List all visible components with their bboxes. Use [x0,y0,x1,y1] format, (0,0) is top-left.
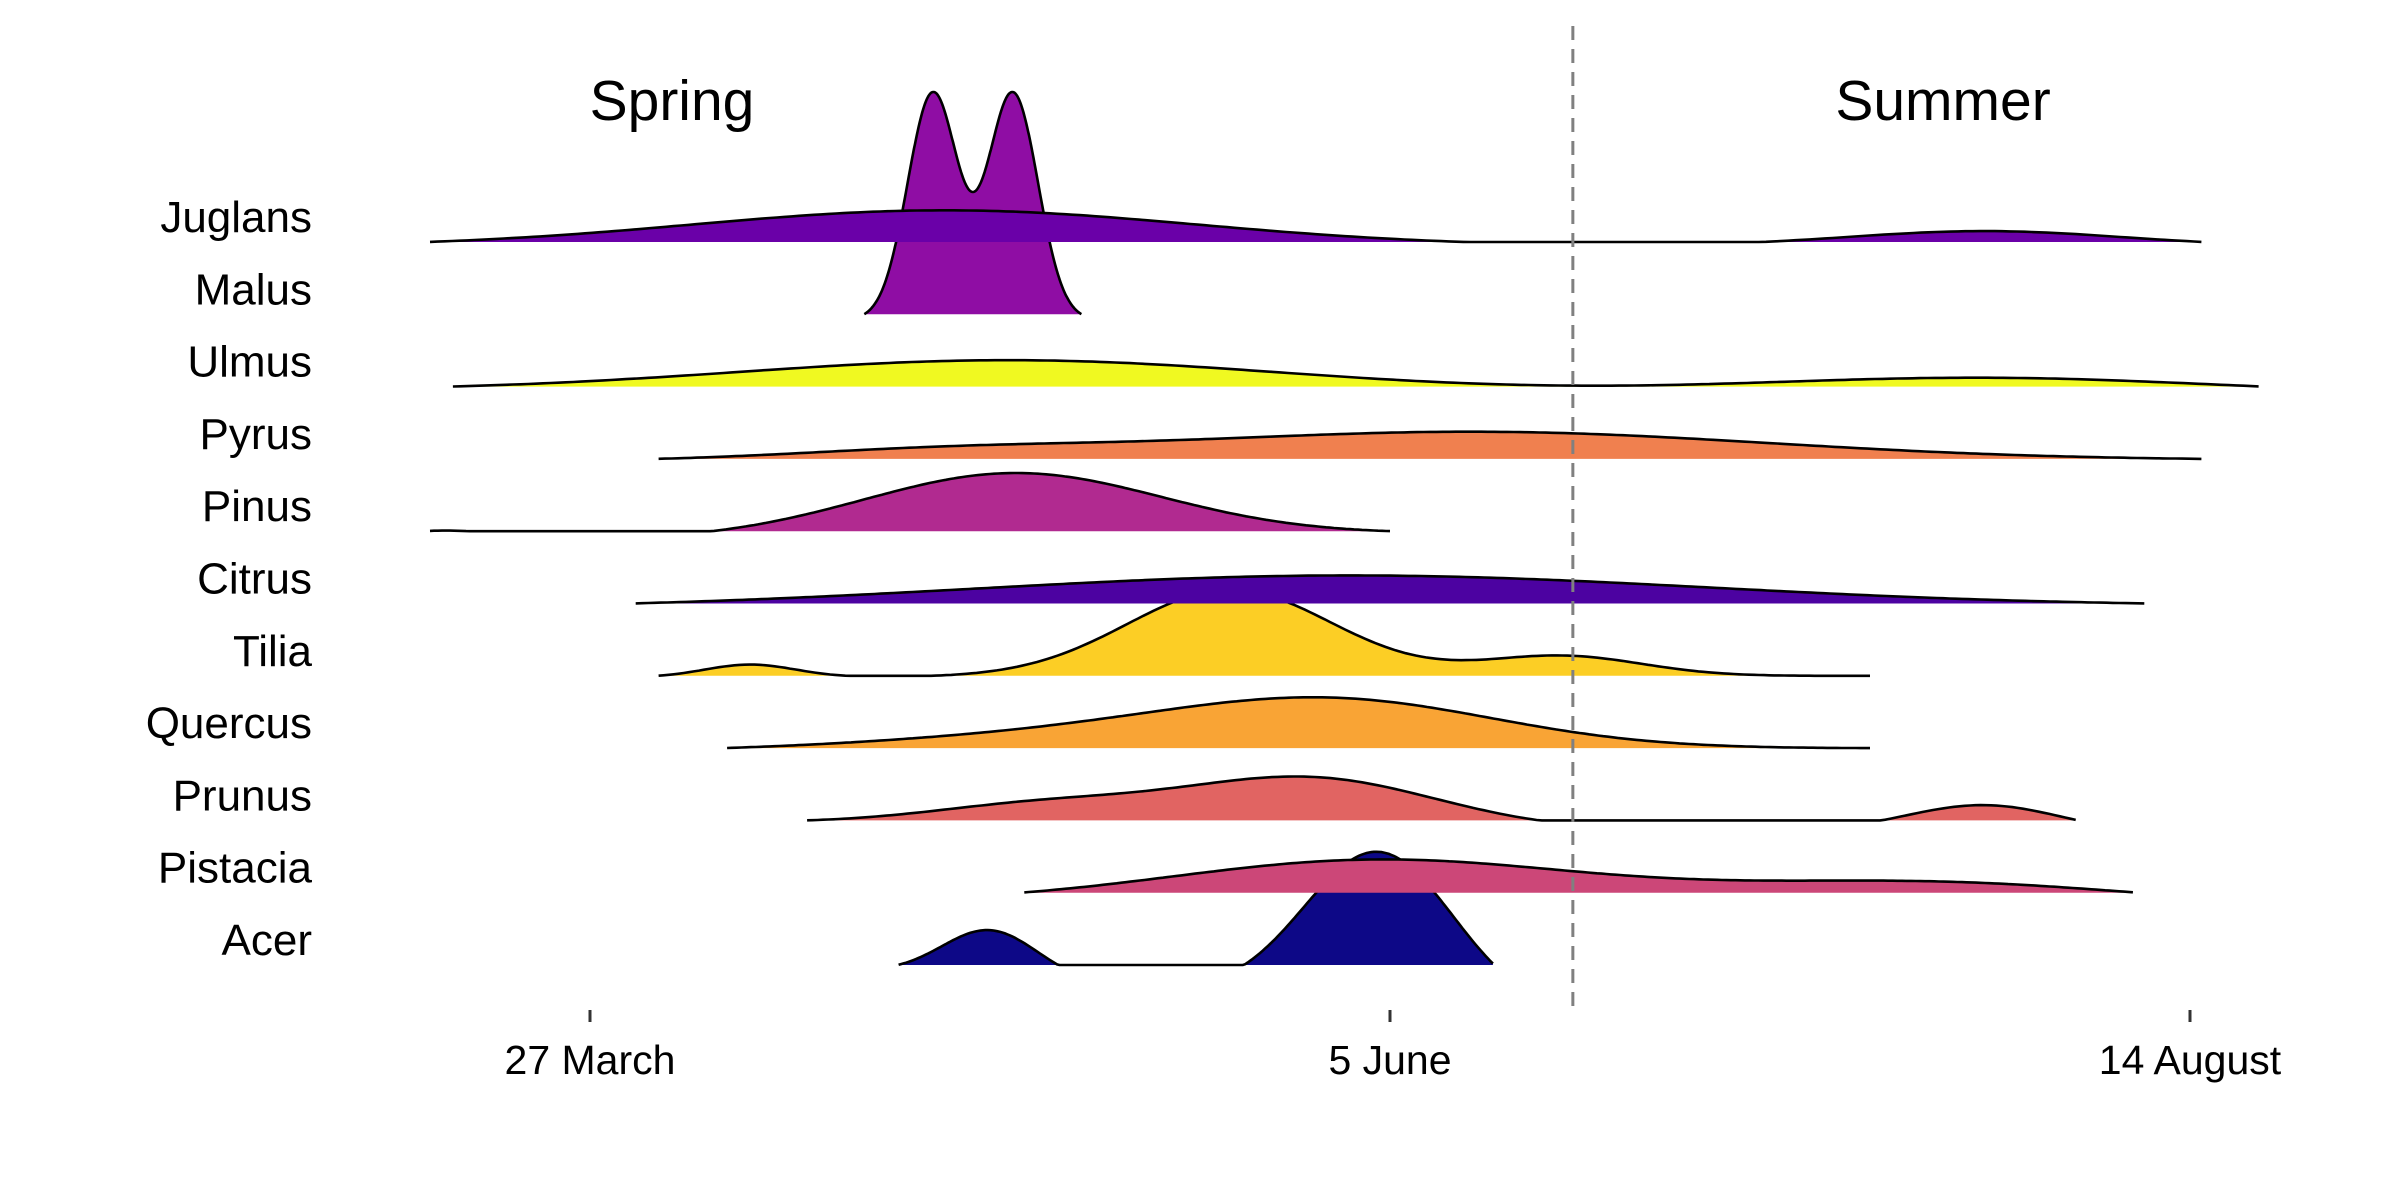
y-label-malus: Malus [195,265,312,314]
ridge-malus [863,90,1083,316]
y-label-pinus: Pinus [202,482,312,531]
ridge-fill [452,360,2259,387]
x-tick-label: 5 June [1328,1037,1451,1083]
ridge-fill [807,776,2076,821]
y-label-prunus: Prunus [173,771,312,820]
ridges [429,90,2259,967]
ridge-outline [727,696,1870,750]
y-label-ulmus: Ulmus [187,338,312,387]
ridge-outline [658,430,2202,461]
ridge-pinus [429,471,1391,533]
ridge-outline [898,850,1494,967]
ridge-fill [430,473,1390,532]
ridge-outline [429,471,1391,533]
y-label-juglans: Juglans [160,193,312,242]
ridge-outline [429,209,2202,244]
ridge-fill [1024,859,2133,893]
season-label-spring: Spring [590,69,755,133]
ridge-outline [635,574,2145,605]
ridge-ulmus [452,358,2259,388]
y-axis-labels: Juglans Malus Ulmus Pyrus Pinus Citrus Tilia Qu… [146,193,313,965]
ridge-pistacia [1024,858,2134,894]
ridge-prunus [807,775,2076,822]
ridge-fill [430,210,2202,242]
y-label-tilia: Tilia [233,627,313,676]
y-label-quercus: Quercus [146,699,312,748]
season-label-summer: Summer [1835,69,2050,133]
ridge-pyrus [658,430,2202,461]
ridge-outline [1024,858,2134,894]
ridge-outline [452,358,2259,388]
ridge-outline [807,775,2076,822]
x-tick-label: 27 March [505,1037,676,1083]
x-axis: 27 March 5 June 14 August [505,1010,2282,1083]
ridge-fill [658,431,2202,459]
ridge-fill [727,697,1870,749]
y-label-acer: Acer [222,916,312,965]
y-label-pyrus: Pyrus [200,410,312,459]
y-label-pistacia: Pistacia [158,844,313,893]
ridge-fill [635,575,2145,604]
ridge-fill [658,589,1870,676]
ridge-citrus [635,574,2145,605]
ridge-juglans [429,209,2202,244]
x-tick-label: 14 August [2099,1037,2282,1083]
ridge-fill [864,92,1082,315]
y-label-citrus: Citrus [197,555,312,604]
ridge-quercus [727,696,1870,750]
